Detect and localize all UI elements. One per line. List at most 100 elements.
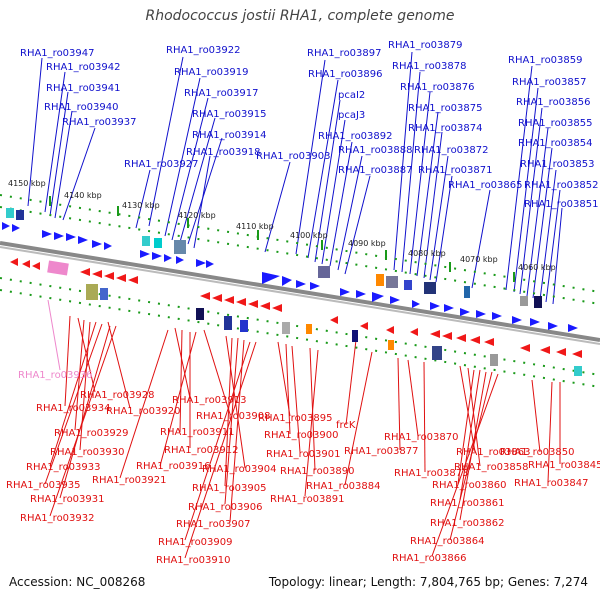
gene-label[interactable]: pcaJ3 bbox=[338, 110, 365, 121]
gene-label[interactable]: RHA1_ro03876 bbox=[400, 82, 475, 93]
scale-label: 4120 kbp bbox=[178, 211, 216, 220]
upper-leader-lines bbox=[27, 51, 563, 305]
lower-leader-lines bbox=[44, 299, 561, 559]
topology-summary: Topology: linear; Length: 7,804,765 bp; … bbox=[268, 575, 588, 589]
gene-label[interactable]: RHA1_ro03903 bbox=[256, 151, 331, 162]
gene-label[interactable]: RHA1_ro03921 bbox=[92, 475, 167, 486]
scale-label: 4140 kbp bbox=[64, 191, 102, 200]
gene-label[interactable]: RHA1_ro03879 bbox=[388, 40, 463, 51]
gene-label[interactable]: RHA1_ro03896 bbox=[308, 69, 383, 80]
gene-label[interactable]: RHA1_ro03901 bbox=[266, 449, 341, 460]
gene-label[interactable]: RHA1_ro03878 bbox=[392, 61, 467, 72]
lower-gene-arrows bbox=[10, 258, 582, 358]
gene-label[interactable]: RHA1_ro03845 bbox=[528, 460, 600, 471]
gene-label[interactable]: pcaI2 bbox=[338, 90, 365, 101]
gene-label[interactable]: RHA1_ro03897 bbox=[307, 48, 382, 59]
gene-label[interactable]: RHA1_ro03895 bbox=[258, 413, 333, 424]
gene-label[interactable]: RHA1_ro03847 bbox=[514, 478, 589, 489]
gene-label[interactable]: RHA1_ro03940 bbox=[44, 102, 119, 113]
gene-label[interactable]: RHA1_ro03856 bbox=[516, 97, 591, 108]
gene-label[interactable]: frcK bbox=[336, 420, 356, 431]
scale-label: 4090 kbp bbox=[348, 239, 386, 248]
gene-label[interactable]: RHA1_ro03920 bbox=[106, 406, 181, 417]
track-ticks bbox=[49, 196, 515, 282]
gene-label[interactable]: RHA1_ro03851 bbox=[524, 199, 599, 210]
gene-label[interactable]: RHA1_ro03918 bbox=[186, 147, 261, 158]
gene-label[interactable]: RHA1_ro03888 bbox=[338, 145, 413, 156]
gene-label[interactable]: RHA1_ro03874 bbox=[408, 123, 483, 134]
gene-label[interactable]: RHA1_ro03906 bbox=[188, 502, 263, 513]
gene-label[interactable]: RHA1_ro03857 bbox=[512, 77, 587, 88]
scale-label: 4100 kbp bbox=[290, 231, 328, 240]
gene-label[interactable]: RHA1_ro03947 bbox=[20, 48, 95, 59]
gene-label[interactable]: RHA1_ro03910 bbox=[156, 555, 231, 566]
gene-label[interactable]: RHA1_ro03900 bbox=[264, 430, 339, 441]
gene-label[interactable]: RHA1_ro03927 bbox=[124, 159, 199, 170]
gene-label[interactable]: RHA1_ro03853 bbox=[520, 159, 595, 170]
gene-label[interactable]: RHA1_ro03863 bbox=[456, 447, 531, 458]
gene-label[interactable]: RHA1_ro03871 bbox=[418, 165, 493, 176]
gene-label[interactable]: RHA1_ro03890 bbox=[280, 466, 355, 477]
gene-label[interactable]: RHA1_ro03884 bbox=[306, 481, 381, 492]
gene-label[interactable]: RHA1_ro03872 bbox=[414, 145, 489, 156]
upper-dotted-track bbox=[0, 194, 600, 388]
gene-label[interactable]: RHA1_ro03862 bbox=[430, 518, 505, 529]
scale-label: 4110 kbp bbox=[236, 222, 274, 231]
gene-label[interactable]: RHA1_ro03859 bbox=[508, 55, 583, 66]
upper-gene-arrows bbox=[2, 222, 578, 332]
gene-label[interactable]: RHA1_ro03931 bbox=[30, 494, 105, 505]
gene-label[interactable]: RHA1_ro03916 bbox=[136, 461, 211, 472]
gene-label[interactable]: RHA1_ro03917 bbox=[184, 88, 259, 99]
map-title: Rhodococcus jostii RHA1, complete genome bbox=[145, 8, 455, 24]
gene-label[interactable]: RHA1_ro03866 bbox=[392, 553, 467, 564]
gene-label[interactable]: RHA1_ro03860 bbox=[432, 480, 507, 491]
gene-label[interactable]: RHA1_ro03928 bbox=[80, 390, 155, 401]
gene-label[interactable]: RHA1_ro03905 bbox=[192, 483, 267, 494]
gene-label[interactable]: RHA1_ro03933 bbox=[26, 462, 101, 473]
gene-label[interactable]: RHA1_ro03914 bbox=[192, 130, 267, 141]
gene-label[interactable]: RHA1_ro03919 bbox=[174, 67, 249, 78]
chromosome-axis-shadow bbox=[0, 246, 600, 345]
gene-label[interactable]: RHA1_ro03877 bbox=[344, 446, 419, 457]
gene-label[interactable]: RHA1_ro03907 bbox=[176, 519, 251, 530]
gene-label[interactable]: RHA1_ro03915 bbox=[192, 109, 267, 120]
gene-label[interactable]: RHA1_ro03942 bbox=[46, 62, 121, 73]
gene-label[interactable]: RHA1_ro03937 bbox=[62, 117, 137, 128]
gene-label[interactable]: RHA1_ro03909 bbox=[158, 537, 233, 548]
gene-label[interactable]: RHA1_ro03865 bbox=[448, 180, 523, 191]
gene-label[interactable]: RHA1_ro03913 bbox=[172, 395, 247, 406]
gene-label[interactable]: RHA1_ro03887 bbox=[338, 165, 413, 176]
highlighted-gene bbox=[47, 260, 69, 276]
gene-label[interactable]: RHA1_ro03861 bbox=[430, 498, 505, 509]
gene-label[interactable]: RHA1_ro03908 bbox=[196, 411, 271, 422]
gene-label[interactable]: RHA1_ro03858 bbox=[454, 462, 529, 473]
gene-label[interactable]: RHA1_ro03922 bbox=[166, 45, 241, 56]
gene-label[interactable]: RHA1_ro03891 bbox=[270, 494, 345, 505]
scale-label: 4130 kbp bbox=[122, 201, 160, 210]
gene-label[interactable]: RHA1_ro03852 bbox=[524, 180, 599, 191]
gene-label[interactable]: RHA1_ro03936 bbox=[18, 370, 93, 381]
gene-label[interactable]: RHA1_ro03892 bbox=[318, 131, 393, 142]
gene-label[interactable]: RHA1_ro03904 bbox=[202, 464, 277, 475]
gene-label[interactable]: RHA1_ro03850 bbox=[500, 447, 575, 458]
scale-label: 4070 kbp bbox=[460, 255, 498, 264]
feature-blocks bbox=[6, 208, 582, 376]
gene-label[interactable]: RHA1_ro03935 bbox=[6, 480, 81, 491]
gene-label[interactable]: RHA1_ro03932 bbox=[20, 513, 95, 524]
gene-label[interactable]: RHA1_ro03870 bbox=[384, 432, 459, 443]
gene-label[interactable]: RHA1_ro03875 bbox=[408, 103, 483, 114]
gene-label[interactable]: RHA1_ro03854 bbox=[518, 138, 593, 149]
gene-label[interactable]: RHA1_ro03929 bbox=[54, 428, 129, 439]
scale-label: 4150 kbp bbox=[8, 179, 46, 188]
gene-label[interactable]: RHA1_ro03864 bbox=[410, 536, 485, 547]
gene-label[interactable]: RHA1_ro03941 bbox=[46, 83, 121, 94]
chromosome-axis bbox=[0, 241, 600, 342]
gene-label[interactable]: RHA1_ro03912 bbox=[164, 445, 239, 456]
gene-label[interactable]: RHA1_ro03934 bbox=[36, 403, 111, 414]
gene-label[interactable]: RHA1_ro03855 bbox=[518, 118, 593, 129]
accession-text: Accession: NC_008268 bbox=[9, 575, 146, 589]
gene-label[interactable]: RHA1_ro03873 bbox=[394, 468, 469, 479]
gene-label[interactable]: RHA1_ro03930 bbox=[50, 447, 125, 458]
gene-label[interactable]: RHA1_ro03911 bbox=[160, 427, 235, 438]
